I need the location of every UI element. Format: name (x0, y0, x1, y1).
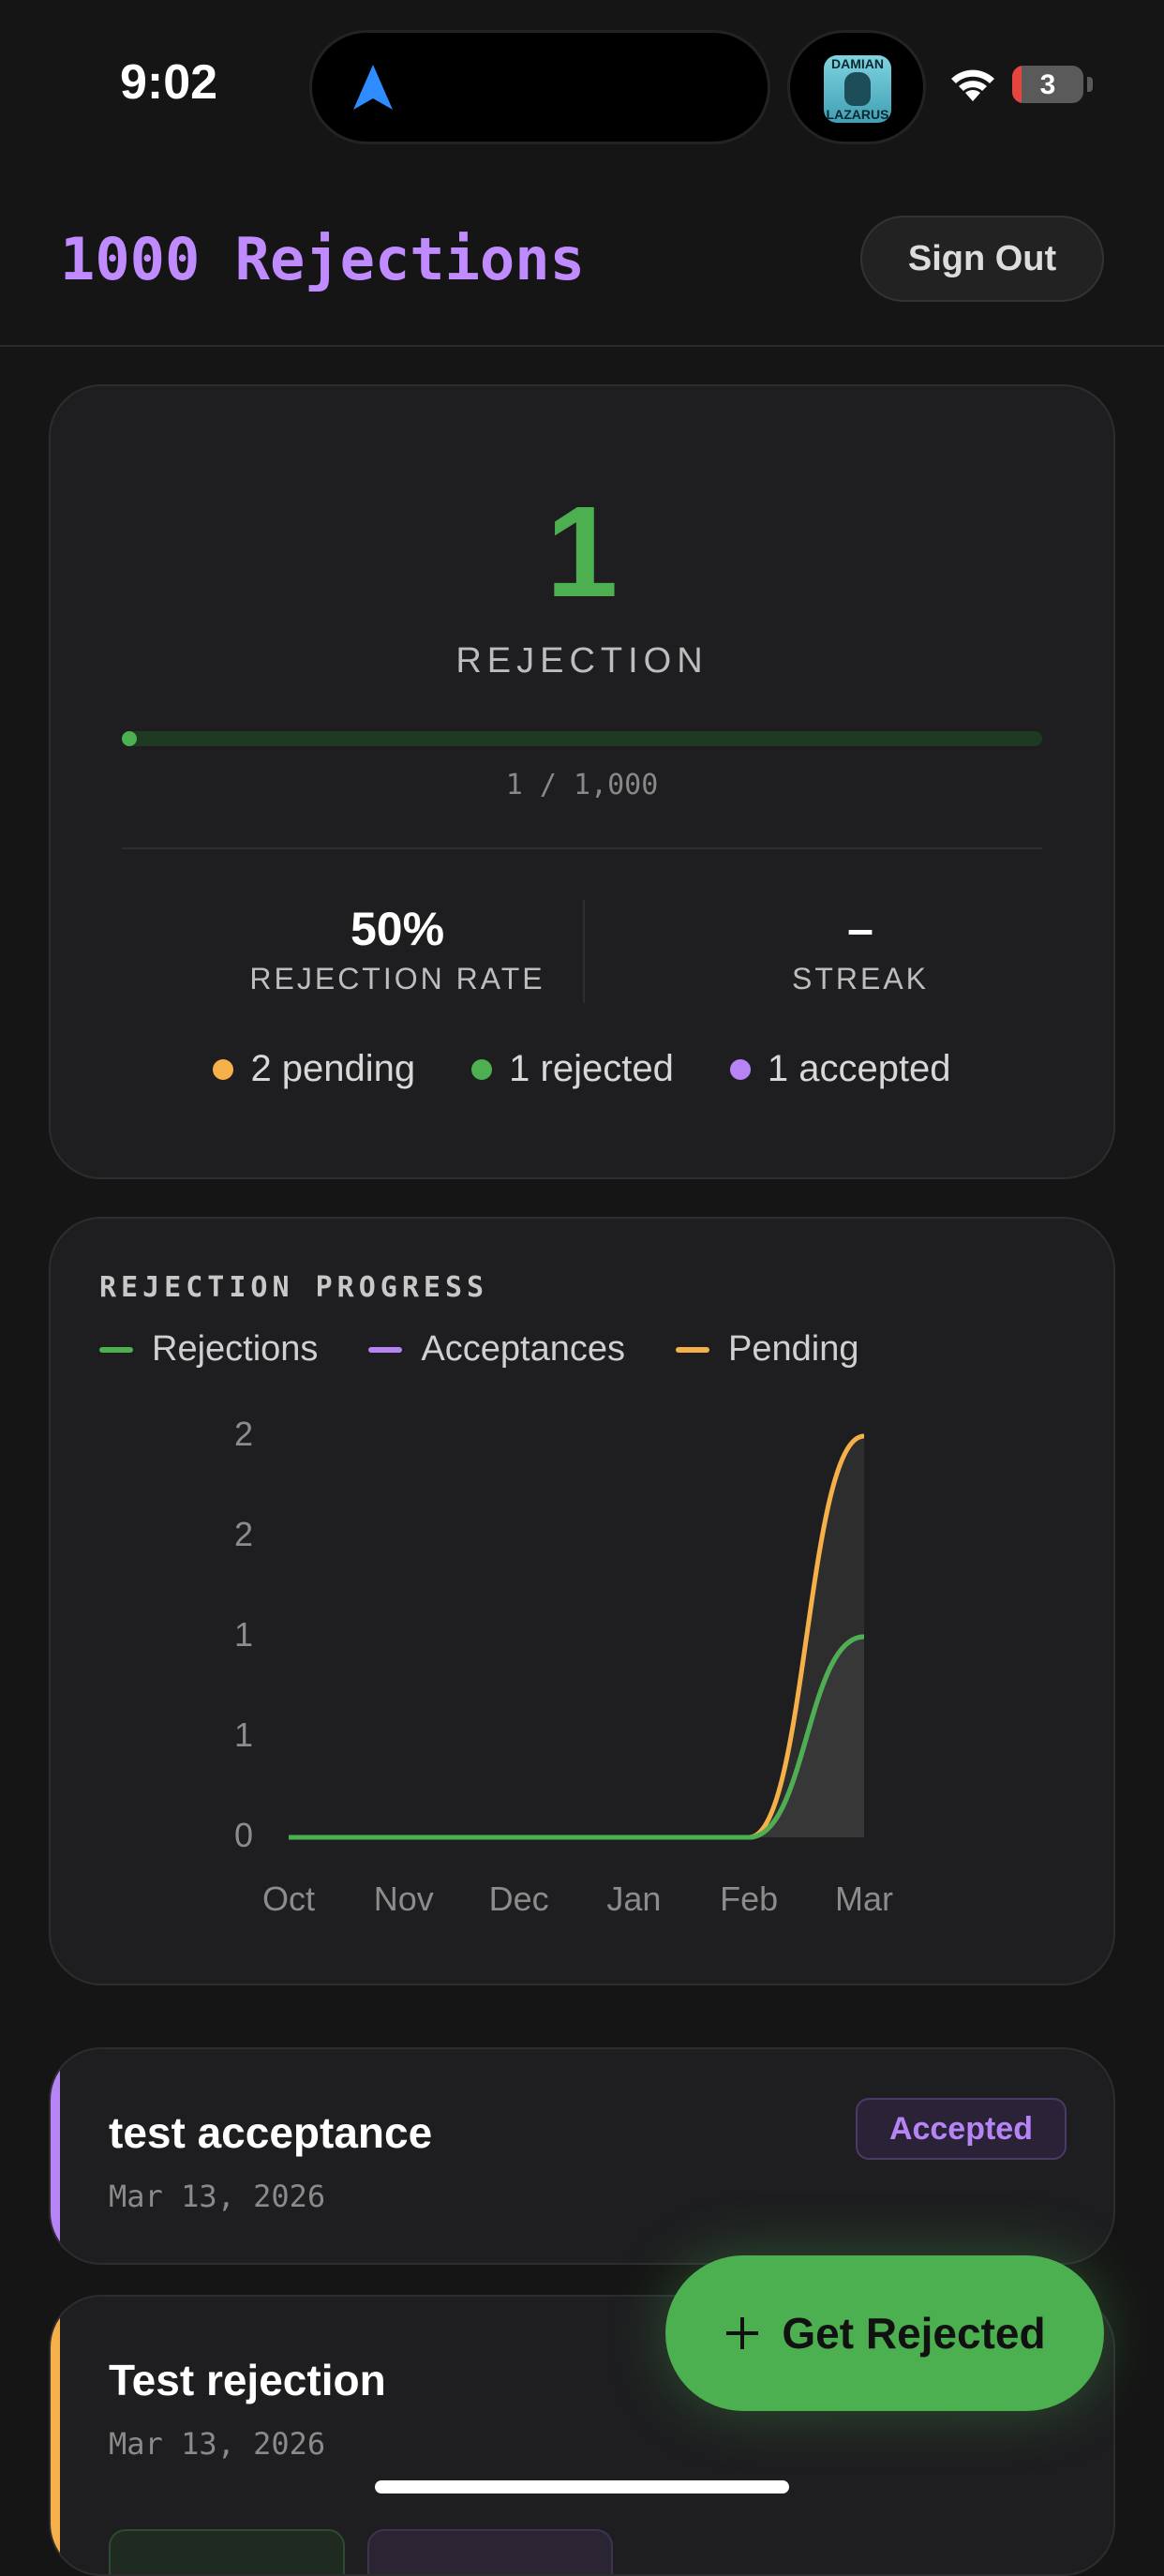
y-tick-label: 1 (234, 1615, 253, 1654)
dynamic-island[interactable] (309, 30, 770, 144)
status-bar: 9:02 DAMIAN LAZARUS 3 (0, 0, 1164, 169)
x-tick-label: Mar (835, 1880, 893, 1918)
rejected-dot-icon (471, 1059, 492, 1080)
album-art: DAMIAN LAZARUS (824, 55, 891, 123)
rejected-count: 1 rejected (471, 1048, 674, 1090)
area-pending (289, 1436, 864, 1837)
plus-icon (724, 2314, 761, 2352)
goal-progress-fill (122, 731, 137, 746)
x-tick-label: Oct (262, 1880, 315, 1918)
streak-label: STREAK (626, 962, 1095, 996)
action-chip[interactable] (109, 2529, 345, 2576)
rejection-rate-value: 50% (163, 902, 632, 956)
status-time: 9:02 (120, 54, 217, 111)
accepted-dot-icon (730, 1059, 751, 1080)
streak-value: – (626, 902, 1095, 956)
y-tick-label: 1 (234, 1715, 253, 1754)
rejection-count: 1 (51, 487, 1113, 617)
rejection-summary-card: 1 REJECTION 1 / 1,000 50% REJECTION RATE… (49, 384, 1115, 1179)
sign-out-button[interactable]: Sign Out (860, 216, 1104, 302)
accepted-count: 1 accepted (730, 1048, 951, 1090)
goal-progress-text: 1 / 1,000 (51, 769, 1113, 801)
action-chip[interactable] (367, 2529, 613, 2576)
x-tick-label: Jan (606, 1880, 661, 1918)
app-title: 1000 Rejections (60, 225, 585, 293)
entry-accent-bar (51, 2297, 60, 2574)
y-tick-label: 2 (234, 1415, 253, 1453)
rejection-rate-label: REJECTION RATE (163, 962, 632, 996)
navigation-arrow-icon (351, 63, 395, 112)
pending-count: 2 pending (213, 1048, 415, 1090)
status-breakdown: 2 pending 1 rejected 1 accepted (51, 1048, 1113, 1090)
entry-date: Mar 13, 2026 (109, 2179, 325, 2214)
entry-accent-bar (51, 2049, 60, 2263)
y-tick-label: 0 (234, 1816, 253, 1854)
get-rejected-button[interactable]: Get Rejected (665, 2255, 1104, 2411)
pending-dot-icon (213, 1059, 233, 1080)
get-rejected-label: Get Rejected (782, 2308, 1045, 2359)
home-indicator (375, 2480, 789, 2494)
now-playing-island[interactable]: DAMIAN LAZARUS (787, 30, 926, 144)
status-badge: Accepted (856, 2098, 1067, 2160)
entry-date: Mar 13, 2026 (109, 2426, 325, 2462)
divider (122, 847, 1042, 849)
entry-title: Test rejection (109, 2355, 386, 2405)
battery-icon: 3 (1012, 66, 1083, 103)
entry-title: test acceptance (109, 2107, 432, 2158)
rejection-rate-stat: 50% REJECTION RATE (163, 902, 632, 996)
x-tick-label: Feb (720, 1880, 778, 1918)
x-tick-label: Nov (374, 1880, 434, 1918)
x-tick-label: Dec (489, 1880, 549, 1918)
y-tick-label: 2 (234, 1515, 253, 1553)
wifi-icon (948, 66, 997, 103)
list-item[interactable]: test acceptance Mar 13, 2026 Accepted (49, 2047, 1115, 2265)
streak-stat: – STREAK (626, 902, 1095, 996)
rejection-count-label: REJECTION (51, 641, 1113, 681)
goal-progress-bar (122, 731, 1042, 746)
stat-divider (583, 900, 585, 1003)
rejection-progress-card: REJECTION PROGRESS Rejections Acceptance… (49, 1217, 1115, 1985)
app-header: 1000 Rejections Sign Out (0, 169, 1164, 347)
series-line-pending (289, 1436, 864, 1837)
